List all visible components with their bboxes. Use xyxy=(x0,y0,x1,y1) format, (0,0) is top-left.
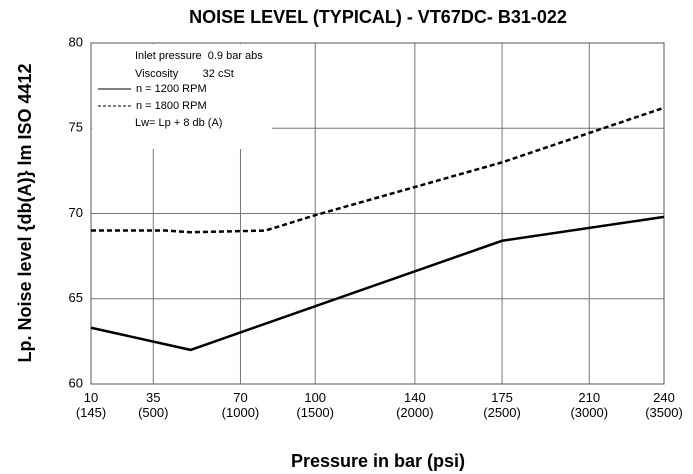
x-tick-label: 10 (145) xyxy=(75,390,107,420)
x-tick-label: 70 (1000) xyxy=(221,390,260,420)
x-tick-label: 100 (1500) xyxy=(296,390,334,420)
data-line xyxy=(91,106,665,234)
x-tick-label: 240 (3500) xyxy=(645,390,683,420)
chart-title: NOISE LEVEL (TYPICAL) - VT67DC- B31-022 xyxy=(189,7,567,27)
legend-box xyxy=(92,44,269,128)
y-axis-label: Lp. Noise level {db(A)} lm ISO 4412 xyxy=(15,63,35,362)
y-tick-label: 75 xyxy=(69,120,83,135)
x-tick-label: 35 (500) xyxy=(138,390,169,420)
y-tick-label: 80 xyxy=(69,34,83,49)
x-tick-label: 175 (2500) xyxy=(483,390,521,420)
x-axis-label: Pressure in bar (psi) xyxy=(291,451,465,471)
annotation: Viscosity 32 cSt xyxy=(135,68,234,80)
y-tick-label: 70 xyxy=(69,205,83,220)
x-tick-label: 140 (2000) xyxy=(396,390,434,420)
x-tick-label: 210 (3000) xyxy=(570,390,609,420)
legend-label: n = 1200 RPM xyxy=(136,83,207,95)
y-tick-label: 60 xyxy=(69,375,83,390)
legend-label: n = 1800 RPM xyxy=(136,100,207,112)
y-tick-label: 65 xyxy=(69,290,83,305)
annotation: Inlet pressure 0.9 bar abs xyxy=(135,50,263,62)
annotation: Lw= Lp + 8 db (A) xyxy=(135,117,222,129)
data-line xyxy=(90,215,665,352)
plot-frame xyxy=(90,42,665,385)
